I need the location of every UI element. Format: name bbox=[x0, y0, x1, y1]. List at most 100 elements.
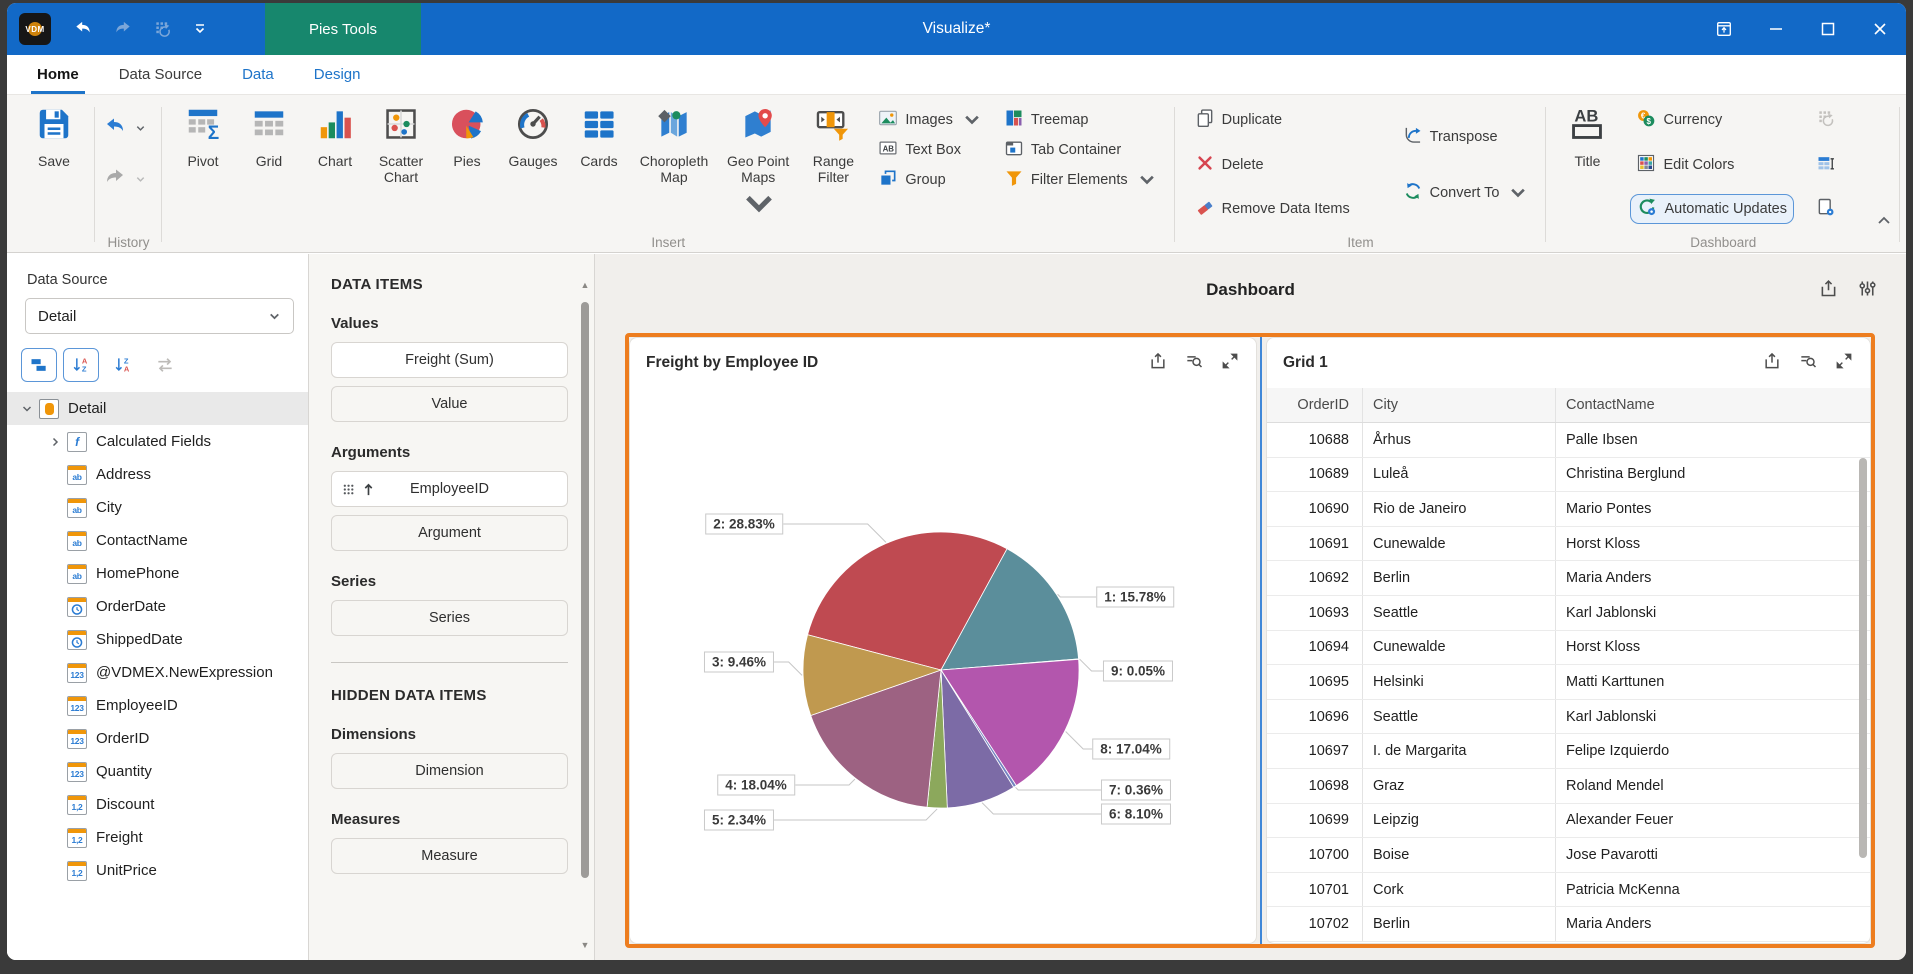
cards-button[interactable]: Cards bbox=[566, 101, 632, 173]
dock-window-icon[interactable] bbox=[1698, 3, 1750, 55]
grid-row[interactable]: 10696 Seattle Karl Jablonski bbox=[1267, 699, 1870, 735]
chip-series-placeholder[interactable]: Series bbox=[331, 600, 568, 636]
grid-row[interactable]: 10689 Luleå Christina Berglund bbox=[1267, 457, 1870, 493]
chip-value-placeholder[interactable]: Value bbox=[331, 386, 568, 422]
dashboard-parameters-icon[interactable] bbox=[1857, 278, 1878, 304]
currency-button[interactable]: € $ Currency bbox=[1630, 105, 1794, 135]
field-item-OrderID[interactable]: 123 OrderID bbox=[7, 722, 308, 755]
grid-button[interactable]: Grid bbox=[236, 101, 302, 173]
field-layout-toggle[interactable] bbox=[21, 348, 57, 382]
title-button[interactable]: AB Title bbox=[1554, 101, 1620, 232]
app-logo-icon[interactable]: VDM bbox=[19, 13, 51, 45]
grid-column-header-OrderID[interactable]: OrderID bbox=[1267, 388, 1363, 422]
scroll-up-icon[interactable]: ▲ bbox=[580, 280, 590, 290]
automatic-updates-button[interactable]: Automatic Updates bbox=[1630, 194, 1794, 224]
redo-button[interactable] bbox=[103, 166, 127, 195]
grid-row[interactable]: 10688 Århus Palle Ibsen bbox=[1267, 423, 1870, 458]
expander-down-icon[interactable] bbox=[15, 403, 39, 415]
chip-freight-sum[interactable]: Freight (Sum) bbox=[331, 342, 568, 378]
pies-button[interactable]: Pies bbox=[434, 101, 500, 173]
field-item-Discount[interactable]: 1,2 Discount bbox=[7, 788, 308, 821]
field-item-@VDMEX.NewExpression[interactable]: 123 @VDMEX.NewExpression bbox=[7, 656, 308, 689]
tab-data-source[interactable]: Data Source bbox=[118, 66, 203, 83]
grid-row[interactable]: 10701 Cork Patricia McKenna bbox=[1267, 872, 1870, 908]
grid-row[interactable]: 10691 Cunewalde Horst Kloss bbox=[1267, 526, 1870, 562]
scroll-down-icon[interactable]: ▼ bbox=[580, 940, 590, 950]
tab-home[interactable]: Home bbox=[31, 55, 85, 94]
tab-container-button[interactable]: Tab Container bbox=[998, 135, 1163, 165]
chart-button[interactable]: Chart bbox=[302, 101, 368, 173]
treemap-button[interactable]: Treemap bbox=[998, 105, 1163, 135]
grid-row[interactable]: 10700 Boise Jose Pavarotti bbox=[1267, 838, 1870, 873]
chip-employeeid[interactable]: EmployeeID bbox=[331, 471, 568, 507]
choropleth-map-button[interactable]: Choropleth Map bbox=[632, 101, 716, 189]
remove-data-items-button[interactable]: Remove Data Items bbox=[1189, 194, 1375, 224]
pie-slice-3[interactable] bbox=[802, 634, 943, 717]
maximize-button[interactable] bbox=[1802, 3, 1854, 55]
data-source-select[interactable]: Detail bbox=[25, 298, 294, 334]
filter-search-icon[interactable] bbox=[1184, 351, 1204, 376]
export-item-icon[interactable] bbox=[1762, 351, 1782, 376]
grid-row[interactable]: 10702 Berlin Maria Anders bbox=[1267, 907, 1870, 942]
geo-point-maps-button[interactable]: Geo Point Maps bbox=[716, 101, 800, 230]
field-item-HomePhone[interactable]: ab HomePhone bbox=[7, 557, 308, 590]
redo-icon[interactable] bbox=[113, 19, 133, 39]
chip-dimension-placeholder[interactable]: Dimension bbox=[331, 753, 568, 789]
grid-scrollbar-thumb[interactable] bbox=[1859, 458, 1867, 858]
pie-item[interactable]: Freight by Employee ID 2: 28.83% 1: 15.78… bbox=[629, 337, 1257, 944]
collapse-ribbon-icon[interactable] bbox=[1876, 213, 1892, 234]
field-item-City[interactable]: ab City bbox=[7, 491, 308, 524]
grid-column-header-ContactName[interactable]: ContactName bbox=[1566, 397, 1655, 413]
edit-names-button[interactable] bbox=[1810, 150, 1842, 180]
grid-item[interactable]: Grid 1 OrderID City ContactName 10688 Århus P… bbox=[1266, 337, 1871, 944]
grid-row[interactable]: 10695 Helsinki Matti Karttunen bbox=[1267, 665, 1870, 700]
grid-row[interactable]: 10698 Graz Roland Mendel bbox=[1267, 768, 1870, 804]
grid-row[interactable]: 10697 I. de Margarita Felipe Izquierdo bbox=[1267, 734, 1870, 769]
minimize-button[interactable] bbox=[1750, 3, 1802, 55]
pie-slice-2[interactable] bbox=[807, 531, 1008, 671]
grid-column-header-City[interactable]: City bbox=[1363, 388, 1556, 422]
contextual-tab-pies-tools[interactable]: Pies Tools bbox=[265, 3, 421, 55]
field-item-EmployeeID[interactable]: 123 EmployeeID bbox=[7, 689, 308, 722]
grid-row[interactable]: 10693 Seattle Karl Jablonski bbox=[1267, 595, 1870, 631]
export-dashboard-icon[interactable] bbox=[1818, 278, 1839, 304]
field-item-ShippedDate[interactable]: ShippedDate bbox=[7, 623, 308, 656]
tab-data[interactable]: Data bbox=[242, 66, 274, 83]
group-button[interactable]: Group bbox=[872, 165, 988, 195]
maximize-item-icon[interactable] bbox=[1220, 351, 1240, 376]
grid-row[interactable]: 10694 Cunewalde Horst Kloss bbox=[1267, 630, 1870, 666]
filter-elements-button[interactable]: Filter Elements bbox=[998, 165, 1163, 195]
field-item-ContactName[interactable]: ab ContactName bbox=[7, 524, 308, 557]
automatic-updates-qat-icon[interactable] bbox=[153, 19, 173, 39]
save-button[interactable]: Save bbox=[21, 101, 87, 232]
export-item-icon[interactable] bbox=[1148, 351, 1168, 376]
close-button[interactable] bbox=[1854, 3, 1906, 55]
convert-to-button[interactable]: Convert To bbox=[1397, 178, 1535, 208]
customize-qat-chevron-icon[interactable] bbox=[193, 22, 207, 36]
tab-design[interactable]: Design bbox=[313, 66, 361, 83]
scatter-chart-button[interactable]: Scatter Chart bbox=[368, 101, 434, 189]
pivot-button[interactable]: Σ Pivot bbox=[170, 101, 236, 173]
edit-colors-button[interactable]: Edit Colors bbox=[1630, 150, 1794, 180]
images-button[interactable]: Images bbox=[872, 105, 988, 135]
transpose-button[interactable]: Transpose bbox=[1397, 122, 1535, 152]
field-item-Detail[interactable]: Detail bbox=[7, 392, 308, 425]
grid-row[interactable]: 10692 Berlin Maria Anders bbox=[1267, 561, 1870, 596]
grid-row[interactable]: 10699 Leipzig Alexander Feuer bbox=[1267, 803, 1870, 839]
duplicate-button[interactable]: Duplicate bbox=[1189, 105, 1375, 135]
data-items-scrollbar[interactable]: ▲ ▼ bbox=[579, 280, 591, 950]
text-box-button[interactable]: AB Text Box bbox=[872, 135, 988, 165]
chip-measure-placeholder[interactable]: Measure bbox=[331, 838, 568, 874]
field-item-OrderDate[interactable]: OrderDate bbox=[7, 590, 308, 623]
expander-right-icon[interactable] bbox=[43, 436, 67, 448]
field-item-Calculated Fields[interactable]: f Calculated Fields bbox=[7, 425, 308, 458]
chip-argument-placeholder[interactable]: Argument bbox=[331, 515, 568, 551]
undo-icon[interactable] bbox=[73, 19, 93, 39]
undo-button[interactable] bbox=[103, 115, 127, 144]
maximize-item-icon[interactable] bbox=[1834, 351, 1854, 376]
pie-slice-1[interactable] bbox=[940, 548, 1079, 671]
dashboard-options-button[interactable] bbox=[1810, 194, 1842, 224]
gauges-button[interactable]: Gauges bbox=[500, 101, 566, 173]
